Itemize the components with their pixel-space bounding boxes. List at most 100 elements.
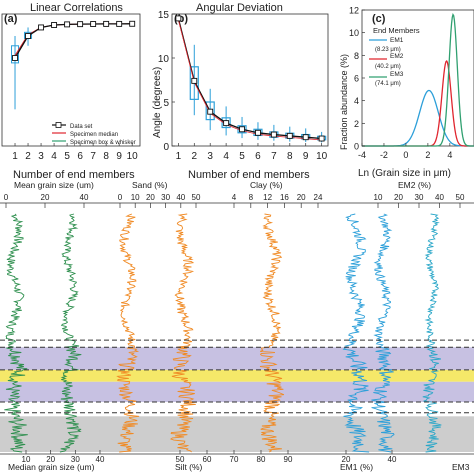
a-data-point bbox=[25, 33, 31, 39]
b-box bbox=[189, 66, 199, 100]
a-x-tick-label: 9 bbox=[116, 151, 122, 162]
a-data-point bbox=[116, 20, 123, 27]
bottom-tick-label: 10 bbox=[22, 455, 31, 464]
panel-b-frame bbox=[171, 13, 329, 147]
top-tick-label: 50 bbox=[192, 193, 201, 202]
b-box bbox=[221, 117, 231, 129]
core-dashed-lines bbox=[0, 339, 474, 414]
top-tick-label: 12 bbox=[263, 193, 272, 202]
top-axis-sand: Sand (%) bbox=[132, 180, 168, 190]
legend-em3-size: (74.1 μm) bbox=[375, 81, 401, 87]
panel-a-plot-area bbox=[11, 20, 136, 110]
a-x-tick-label: 3 bbox=[38, 151, 44, 162]
b-data-point bbox=[175, 15, 182, 22]
panel-c-plot-area bbox=[362, 13, 474, 147]
b-data-point bbox=[191, 77, 198, 84]
a-x-tick-label: 1 bbox=[12, 151, 18, 162]
b-data-point bbox=[270, 131, 277, 138]
c-x-tick-label: 4 bbox=[447, 150, 452, 160]
a-x-tick-label: 7 bbox=[90, 151, 96, 162]
a-data-point bbox=[77, 21, 84, 28]
legend-data-set: Data set bbox=[70, 124, 93, 130]
core-curve-median-grain-size bbox=[59, 213, 82, 453]
top-tick-label: 8 bbox=[249, 193, 254, 202]
b-x-tick-label: 1 bbox=[176, 151, 182, 162]
panel-a-xlabel: Number of end members bbox=[13, 169, 135, 181]
core-curve-em2 bbox=[371, 213, 395, 453]
b-x-tick-label: 6 bbox=[255, 151, 261, 162]
a-x-tick-label: 10 bbox=[127, 151, 139, 162]
top-tick-label: 40 bbox=[176, 193, 185, 202]
c-y-tick-label: 4 bbox=[354, 96, 359, 106]
b-median-line bbox=[177, 19, 322, 141]
legend-em2: EM2 bbox=[390, 53, 404, 60]
legend-specimen-box: Specimen box & whisker bbox=[70, 140, 136, 146]
b-data-line bbox=[177, 18, 322, 140]
b-y-tick-label: 0 bbox=[163, 142, 169, 153]
bottom-axis-ticks: 10 20 30 40 50 60 70 80 90 20 40 bbox=[0, 450, 474, 464]
a-x-tick-label: 2 bbox=[25, 151, 31, 162]
panel-b-title: Angular Deviation bbox=[196, 2, 283, 14]
top-tick-label: 16 bbox=[280, 193, 289, 202]
a-x-tick-label: 8 bbox=[103, 151, 109, 162]
b-box bbox=[205, 101, 215, 121]
bottom-tick-label: 90 bbox=[284, 455, 293, 464]
bottom-tick-label: 70 bbox=[230, 455, 239, 464]
bottom-axis-labels: Median grain size (um) Silt (%) EM1 (%) … bbox=[8, 462, 470, 472]
bottom-tick-label: 40 bbox=[388, 455, 397, 464]
a-data-line bbox=[14, 23, 133, 59]
c-y-tick-label: 2 bbox=[354, 119, 359, 129]
a-data-point bbox=[38, 24, 45, 31]
legend-em1-size: (8.23 μm) bbox=[375, 47, 401, 53]
b-x-tick-label: 2 bbox=[192, 151, 198, 162]
c-y-tick-label: 10 bbox=[349, 28, 359, 38]
panel-c-x-ticks: -4 -2 0 2 4 bbox=[358, 143, 452, 160]
top-axis-em2: EM2 (%) bbox=[398, 180, 431, 190]
top-axis-labels: Mean grain size (um) Sand (%) Clay (%) E… bbox=[14, 180, 431, 190]
bottom-tick-label: 20 bbox=[342, 455, 351, 464]
panel-b-y-ticks: 0 5 10 15 bbox=[158, 10, 175, 153]
b-x-tick-label: 10 bbox=[316, 151, 328, 162]
c-curve-em3 bbox=[362, 13, 474, 147]
legend-em3: EM3 bbox=[390, 71, 404, 78]
top-axis-clay: Clay (%) bbox=[250, 180, 283, 190]
top-tick-label: 30 bbox=[161, 193, 170, 202]
panel-b-plot-area bbox=[175, 15, 327, 143]
top-tick-label: 50 bbox=[456, 193, 465, 202]
c-y-tick-label: 6 bbox=[354, 74, 359, 84]
a-x-tick-label: 5 bbox=[64, 151, 70, 162]
top-tick-label: 0 bbox=[118, 193, 123, 202]
panel-c: (c) 0 2 4 6 8 10 12 -4 -2 0 2 4 Fraction abundance… bbox=[339, 6, 474, 179]
a-box bbox=[11, 45, 20, 64]
b-y-tick-label: 5 bbox=[163, 98, 169, 109]
top-tick-label: 0 bbox=[4, 193, 9, 202]
bottom-axis-median-grain: Median grain size (um) bbox=[8, 462, 95, 472]
bottom-axis-em1: EM1 (%) bbox=[340, 462, 373, 472]
core-band bbox=[0, 416, 474, 452]
a-data-point bbox=[103, 20, 110, 27]
top-tick-label: 4 bbox=[232, 193, 237, 202]
panel-c-legend: End Members EM1 (8.23 μm) EM2 (40.2 μm) … bbox=[369, 26, 420, 87]
b-data-point bbox=[255, 129, 261, 136]
core-band bbox=[0, 369, 474, 382]
downcore-panel: Mean grain size (um) Sand (%) Clay (%) E… bbox=[0, 180, 474, 472]
a-data-point bbox=[129, 20, 136, 27]
top-tick-label: 20 bbox=[146, 193, 155, 202]
c-y-tick-label: 12 bbox=[349, 6, 359, 16]
b-data-point bbox=[318, 135, 325, 142]
b-y-tick-label: 10 bbox=[158, 54, 170, 65]
top-tick-label: 10 bbox=[131, 193, 140, 202]
top-tick-label: 24 bbox=[314, 193, 323, 202]
bottom-axis-em3: EM3 bbox=[452, 462, 470, 472]
panel-b-ylabel: Angle (degrees) bbox=[152, 67, 163, 138]
c-x-tick-label: -4 bbox=[358, 150, 366, 160]
a-data-point bbox=[90, 21, 97, 27]
panel-a-label: (a) bbox=[4, 13, 18, 25]
panel-c-y-ticks: 0 2 4 6 8 10 12 bbox=[349, 6, 365, 152]
panel-c-ylabel: Fraction abundance (%) bbox=[339, 54, 349, 150]
b-data-point bbox=[302, 134, 309, 141]
b-x-tick-label: 9 bbox=[303, 151, 309, 162]
b-y-tick-label: 15 bbox=[158, 10, 170, 21]
